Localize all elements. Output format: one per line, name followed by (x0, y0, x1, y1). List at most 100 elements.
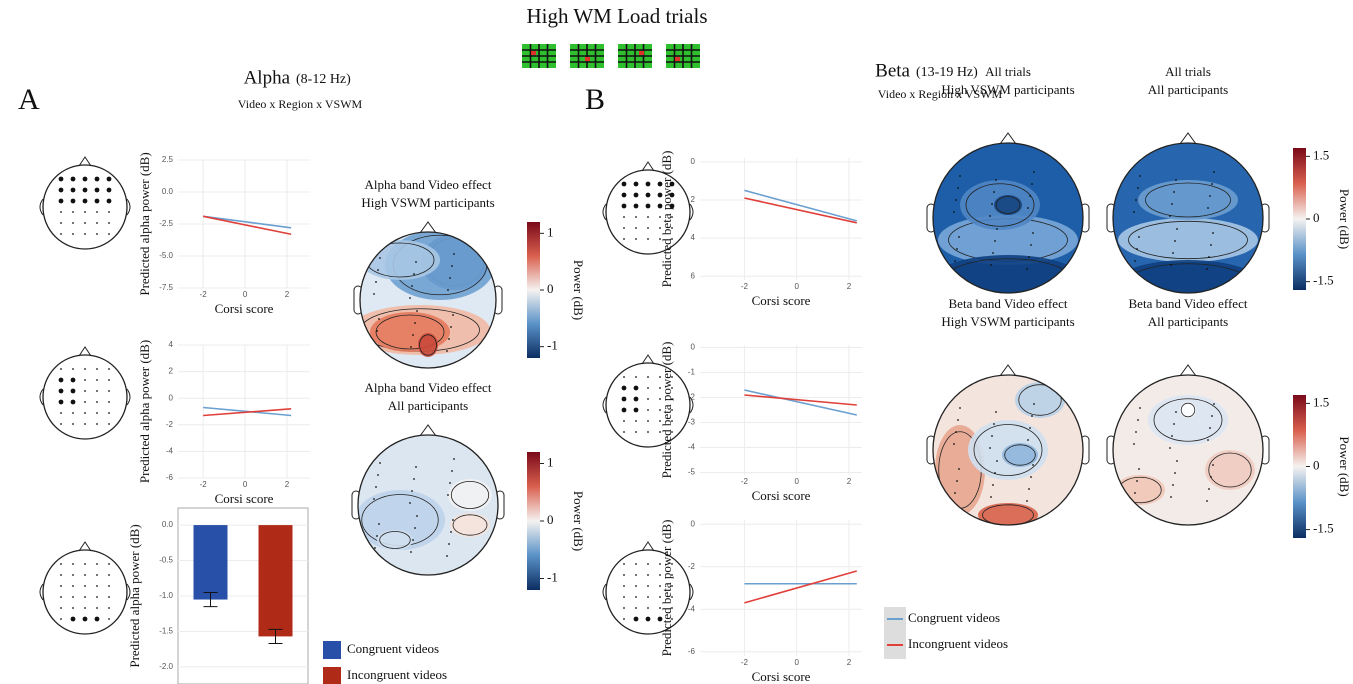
electrode (83, 177, 88, 182)
x-axis-label: Corsi score (215, 491, 274, 506)
electrode (1134, 260, 1136, 262)
topomap-title: Beta band Video effect (949, 296, 1068, 311)
electrode (84, 596, 86, 598)
electrode (59, 389, 64, 394)
electrode (1174, 472, 1176, 474)
electrode (996, 460, 998, 462)
x-tick-label: -2 (741, 282, 749, 291)
electrode (83, 188, 88, 193)
electrode (446, 350, 448, 352)
electrode (107, 188, 112, 193)
electrode (72, 596, 74, 598)
y-tick-label: -6 (688, 647, 696, 656)
topomap-region (1115, 475, 1165, 505)
electrode (647, 574, 649, 576)
electrode (1207, 439, 1209, 441)
band-range: (13-19 Hz) (916, 65, 978, 80)
x-tick-label: 2 (285, 480, 290, 489)
y-tick-label: 2.5 (162, 155, 174, 164)
colorbar-tick-label: 0 (547, 512, 554, 527)
electrode (416, 310, 418, 312)
electrode (1208, 488, 1210, 490)
legend-swatch (323, 667, 341, 684)
electrode (1176, 228, 1178, 230)
electrode (108, 563, 110, 565)
electrode (1031, 183, 1033, 185)
electrode (413, 273, 415, 275)
y-tick-label: -1.5 (159, 627, 173, 636)
electrode (623, 607, 625, 609)
electrode (1027, 439, 1029, 441)
electrode (1213, 171, 1215, 173)
x-tick-label: 0 (794, 477, 799, 486)
electrode (96, 379, 98, 381)
electrode (1032, 232, 1034, 234)
topomap-region (1138, 180, 1238, 220)
electrode (412, 539, 414, 541)
electrode (96, 222, 98, 224)
electrode (84, 585, 86, 587)
electrode (1134, 492, 1136, 494)
electrode (996, 228, 998, 230)
electrode (958, 236, 960, 238)
legend-box (884, 607, 906, 659)
electrode (410, 551, 412, 553)
electrode (447, 289, 449, 291)
electrode (634, 386, 639, 391)
electrode (84, 211, 86, 213)
electrode (84, 423, 86, 425)
electrode (376, 535, 378, 537)
x-axis-label: Corsi score (752, 488, 811, 503)
electrode (1029, 427, 1031, 429)
x-tick-label: 0 (794, 282, 799, 291)
electrode (414, 322, 416, 324)
electrode (1171, 435, 1173, 437)
electrode (992, 484, 994, 486)
electrode (1138, 468, 1140, 470)
electrode (623, 216, 625, 218)
electrode (647, 398, 649, 400)
line-series (744, 198, 856, 223)
y-axis-label: Predicted alpha power (dB) (137, 152, 152, 295)
topomap-subtitle: All participants (388, 398, 469, 413)
panel-subtitle: Video x Region x VSWM (238, 97, 363, 111)
electrode (60, 222, 62, 224)
y-tick-label: -4 (688, 443, 696, 452)
electrode (84, 401, 86, 403)
electrode (635, 216, 637, 218)
x-tick-label: 2 (847, 658, 852, 667)
electrode (60, 368, 62, 370)
y-tick-label: -2 (688, 562, 696, 571)
electrode (373, 498, 375, 500)
colorbar-label: Power (dB) (571, 491, 586, 551)
bar (259, 525, 293, 636)
electrode (635, 376, 637, 378)
grid-icon-cell (585, 57, 590, 61)
electrode (1133, 211, 1135, 213)
x-tick-label: 2 (285, 290, 290, 299)
electrode (1213, 403, 1215, 405)
electrode (1137, 419, 1139, 421)
electrode (72, 607, 74, 609)
x-axis-label: Corsi score (752, 669, 811, 684)
electrode (449, 482, 451, 484)
electrode (411, 285, 413, 287)
electrode (72, 423, 74, 425)
topomap-subtitle: All participants (1148, 314, 1229, 329)
electrode (96, 401, 98, 403)
electrode (1172, 252, 1174, 254)
grid-icon-cell (531, 51, 536, 55)
electrode (1212, 464, 1214, 466)
topomap (1113, 143, 1263, 310)
electrode (84, 233, 86, 235)
colorbar-tick-label: -1.5 (1313, 521, 1334, 536)
electrode (622, 204, 627, 209)
electrode (72, 574, 74, 576)
electrode (623, 585, 625, 587)
electrode (108, 596, 110, 598)
topomap-region (1205, 450, 1255, 490)
electrode (646, 193, 651, 198)
electrode (635, 227, 637, 229)
electrode (72, 412, 74, 414)
electrode (96, 412, 98, 414)
